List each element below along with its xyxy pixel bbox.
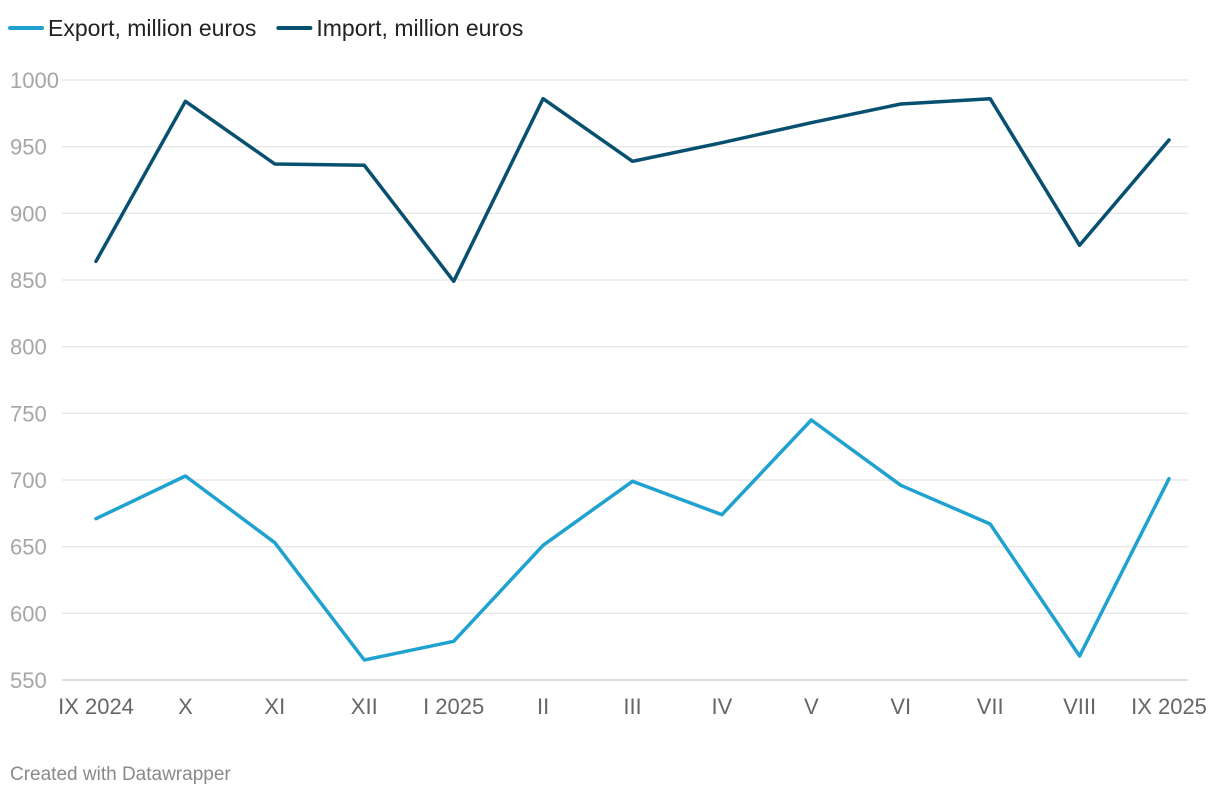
- y-tick-label: 900: [10, 201, 47, 226]
- x-tick-label: XII: [351, 694, 378, 719]
- y-axis: 1000 950 900 850 800 750 700 650 600 550: [10, 68, 59, 693]
- data-point: [1167, 477, 1171, 481]
- x-tick-label: VIII: [1063, 694, 1096, 719]
- data-point: [94, 259, 98, 263]
- x-tick-label: I 2025: [423, 694, 484, 719]
- data-point: [720, 141, 724, 145]
- y-tick-label: 1000: [10, 68, 59, 93]
- data-point: [452, 639, 456, 643]
- legend-item: Export, million euros: [8, 15, 256, 41]
- data-point: [631, 159, 635, 163]
- series-line-import: [94, 96, 1171, 284]
- x-tick-label: VII: [977, 694, 1004, 719]
- data-point: [631, 479, 635, 483]
- data-point: [541, 543, 545, 547]
- data-point: [1167, 138, 1171, 142]
- x-axis: IX 2024 X XI XII I 2025 II III IV V VI VII VIII IX 2…: [58, 694, 1207, 719]
- y-tick-label: 850: [10, 268, 47, 293]
- data-point: [988, 97, 992, 101]
- y-tick-label: 950: [10, 135, 47, 160]
- y-tick-label: 700: [10, 468, 47, 493]
- footer-credit: Created with Datawrapper: [10, 764, 231, 785]
- y-tick-label: 750: [10, 401, 47, 426]
- series-line-export: [94, 418, 1171, 662]
- data-point: [273, 162, 277, 166]
- legend-item: Import, million euros: [276, 15, 523, 41]
- data-point: [94, 517, 98, 521]
- y-tick-label: 550: [10, 668, 47, 693]
- data-point: [720, 513, 724, 517]
- data-point: [1078, 243, 1082, 247]
- x-tick-label: IV: [712, 694, 733, 719]
- data-point: [809, 121, 813, 125]
- data-point: [899, 483, 903, 487]
- x-tick-label: IX 2024: [58, 694, 134, 719]
- grid: [62, 79, 1188, 681]
- series-lines: [94, 96, 1171, 662]
- data-point: [183, 474, 187, 478]
- data-point: [1078, 654, 1082, 658]
- data-point: [273, 541, 277, 545]
- y-tick-label: 650: [10, 535, 47, 560]
- x-tick-label: IX 2025: [1131, 694, 1207, 719]
- x-tick-label: II: [537, 694, 549, 719]
- data-point: [183, 99, 187, 103]
- legend-label: Import, million euros: [316, 15, 523, 41]
- data-point: [362, 658, 366, 662]
- legend-label: Export, million euros: [48, 15, 256, 41]
- data-point: [899, 102, 903, 106]
- y-tick-label: 800: [10, 335, 47, 360]
- legend: Export, million euros Import, million eur…: [8, 15, 523, 41]
- data-point: [362, 163, 366, 167]
- x-tick-label: X: [178, 694, 193, 719]
- x-tick-label: III: [623, 694, 641, 719]
- y-tick-label: 600: [10, 601, 47, 626]
- x-tick-label: XI: [264, 694, 285, 719]
- x-tick-label: V: [804, 694, 819, 719]
- data-point: [452, 279, 456, 283]
- data-point: [809, 418, 813, 422]
- x-tick-label: VI: [890, 694, 911, 719]
- data-point: [988, 522, 992, 526]
- data-point: [541, 97, 545, 101]
